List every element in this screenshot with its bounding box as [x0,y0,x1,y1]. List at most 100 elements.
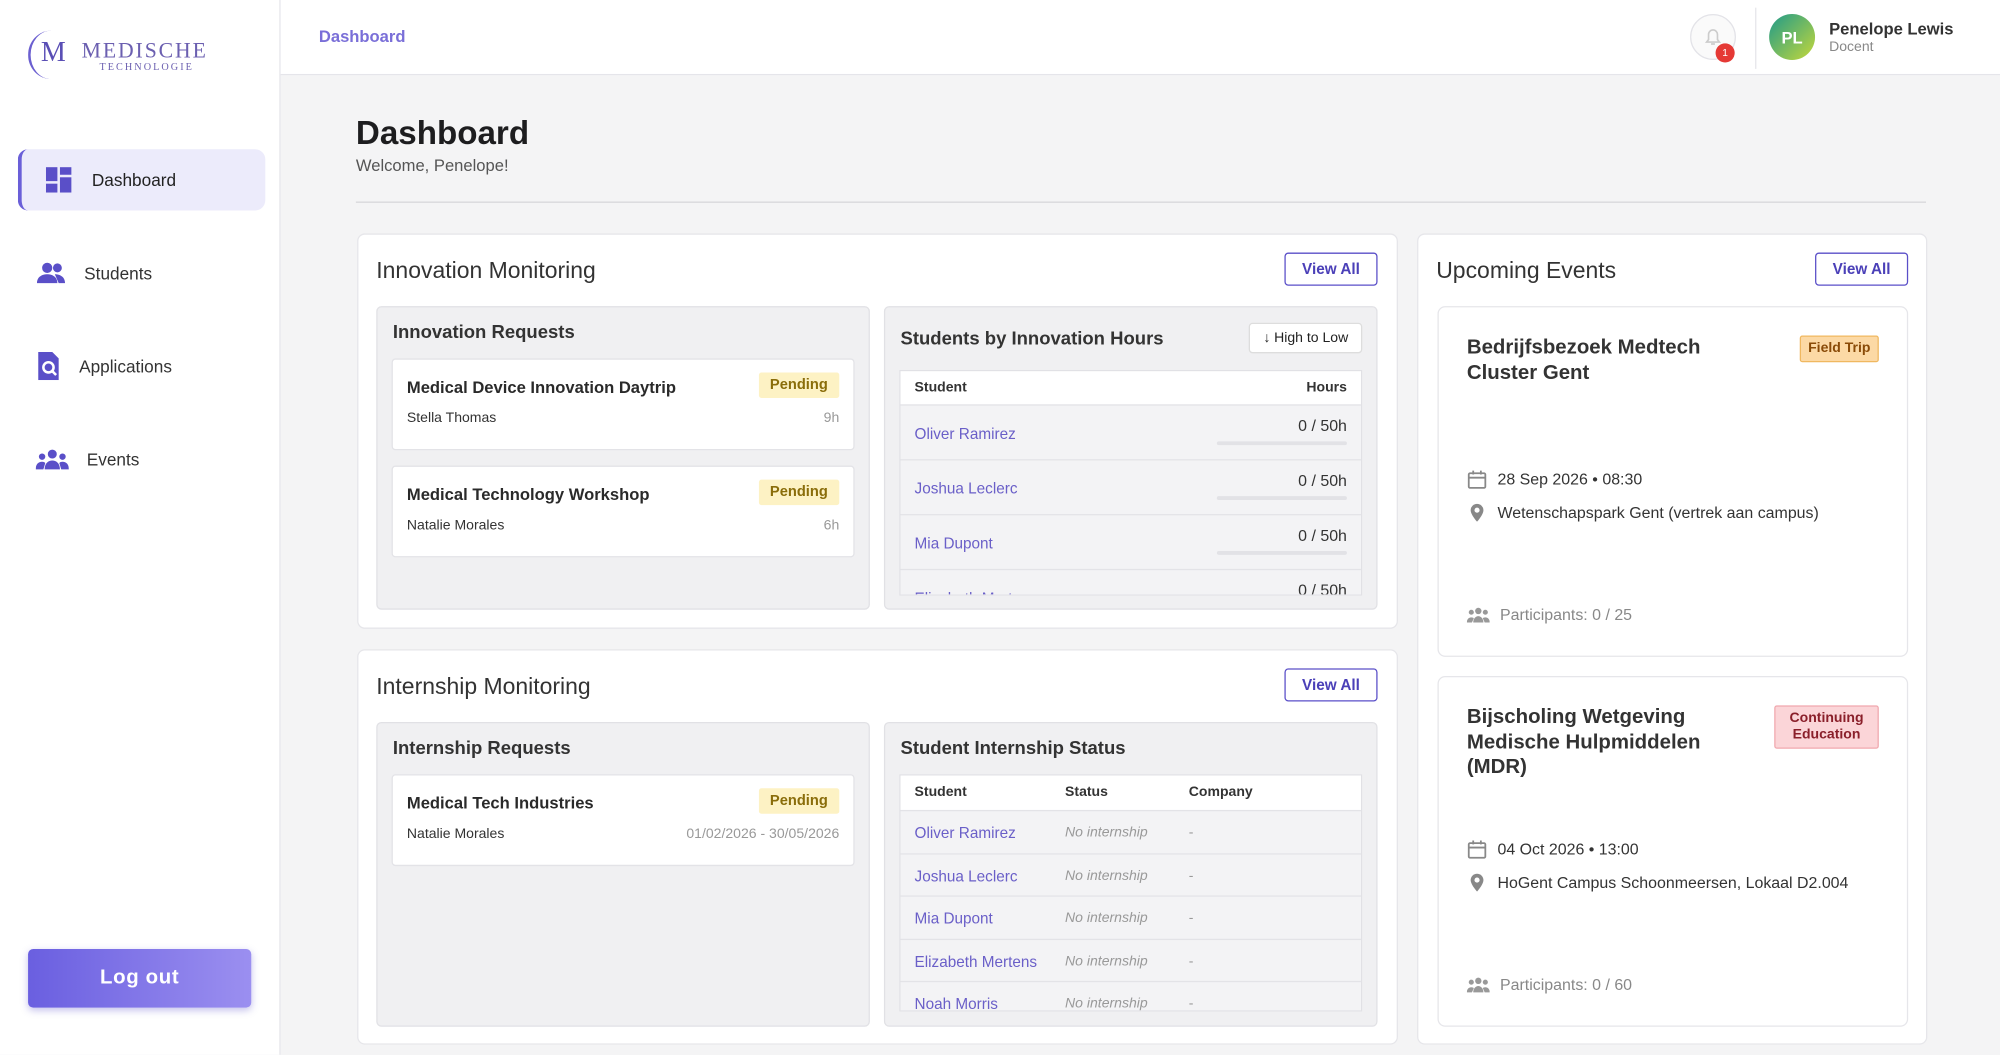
event-tag: Continuing Education [1774,705,1879,749]
logo: M MEDISCHE TECHNOLOGIE [28,28,219,82]
nav-item[interactable]: Applications [18,335,262,396]
innovation-card: Innovation Monitoring View All Innovation … [357,233,1398,629]
progress-track [1216,496,1347,500]
event-tag: Field Trip [1799,335,1879,363]
student-link[interactable]: Oliver Ramirez [914,823,1016,842]
request-meta: 01/02/2026 - 30/05/2026 [686,826,840,842]
company: - [1188,953,1194,969]
hours-table: Student Hours Oliver Ramirez 0 / 50h Joshua … [899,369,1363,596]
student-link[interactable]: Elizabeth Mertens [914,952,1038,971]
event-card[interactable]: Bedrijfsbezoek Medtech Cluster Gent Field… [1437,306,1909,657]
people-icon [1466,607,1490,623]
view-all-button[interactable]: View All [1815,252,1909,286]
internship-status: No internship [1065,825,1148,841]
event-title: Bedrijfsbezoek Medtech Cluster Gent [1466,336,1701,384]
company: - [1188,825,1194,841]
avatar[interactable]: PL [1769,14,1816,60]
table-row: Elizabeth Mertens No internship - [900,938,1361,983]
pin-icon [1470,873,1484,892]
request-meta: 9h [823,410,840,427]
status-table: Student Status Company Oliver Ramirez No int… [899,774,1363,1012]
internship-status: No internship [1065,996,1148,1012]
date-text: 28 Sep 2026 • 08:30 [1497,470,1643,489]
nav-item[interactable]: Events [18,429,262,490]
nav-item[interactable]: Dashboard [17,149,266,211]
view-all-button[interactable]: View All [1284,252,1378,286]
company: - [1188,996,1194,1012]
student-link[interactable]: Elizabeth Mertens [915,589,1038,594]
table-row: Joshua Leclerc 0 / 50h [900,459,1361,516]
notification-badge: 1 [1715,43,1735,63]
logo-mark: M [40,35,66,68]
internship-card: Internship Monitoring View All Internship … [357,649,1398,1045]
column-header: Student [914,784,967,800]
nav-icon [35,449,69,470]
status-badge: Pending [758,479,840,506]
nav-label: Students [84,263,153,283]
hours-panel: Students by Innovation Hours ↓ High to Lo… [883,306,1378,610]
separator [355,201,1927,203]
request-item[interactable]: Medical Device Innovation Daytrip Pending… [391,358,855,451]
calendar-icon [1467,470,1487,489]
status-badge: Pending [758,788,840,814]
column-header: Hours [1306,380,1347,396]
column-header: Student [914,380,967,396]
internship-status: No internship [1065,910,1148,927]
student-link[interactable]: Joshua Leclerc [914,866,1018,885]
panel-title: Innovation Requests [392,322,575,344]
column-header: Company [1188,784,1253,800]
participants-text: Participants: 0 / 25 [1499,605,1633,624]
student-link[interactable]: Noah Morris [914,994,998,1012]
event-participants: Participants: 0 / 25 [1466,605,1633,624]
location-text: HoGent Campus Schoonmeersen, Lokaal D2.0… [1497,873,1849,892]
request-title: Medical Device Innovation Daytrip [406,377,676,397]
nav-label: Dashboard [91,170,177,190]
participants-text: Participants: 0 / 60 [1499,975,1633,994]
student-link[interactable]: Oliver Ramirez [914,424,1016,443]
table-row: Joshua Leclerc No internship - [900,852,1361,897]
location-text: Wetenschapspark Gent (vertrek aan campus… [1497,503,1819,522]
logout-button[interactable]: Log out [28,948,252,1008]
event-participants: Participants: 0 / 60 [1466,975,1633,994]
table-row: Oliver Ramirez No internship - [900,809,1361,854]
page-subtitle: Welcome, Penelope! [355,155,509,175]
table-row: Mia Dupont 0 / 50h [900,514,1361,571]
status-panel: Student Internship Status Student Status Co… [883,721,1378,1027]
nav-label: Applications [79,356,172,376]
logo-ring [28,30,74,80]
sort-button[interactable]: ↓ High to Low [1249,322,1363,354]
hours-value: 0 / 50h [1298,417,1347,435]
event-location: HoGent Campus Schoonmeersen, Lokaal D2.0… [1467,872,1849,892]
request-item[interactable]: Medical Technology Workshop Pending Natali… [391,465,855,558]
pin-icon [1470,503,1484,522]
request-title: Medical Tech Industries [406,793,594,813]
card-title: Upcoming Events [1436,257,1617,284]
view-all-button[interactable]: View All [1284,668,1378,702]
status-badge: Pending [758,372,840,398]
topbar: Dashboard 1 PL Penelope Lewis Docent [280,0,2000,76]
internship-status: No internship [1065,953,1148,969]
student-link[interactable]: Mia Dupont [914,909,993,928]
nav-icon [38,352,59,381]
people-icon [1466,977,1490,993]
date-text: 04 Oct 2026 • 13:00 [1497,840,1639,859]
breadcrumb[interactable]: Dashboard [318,26,406,46]
nav-item[interactable]: Students [18,242,262,303]
calendar-icon [1467,840,1487,859]
student-link[interactable]: Mia Dupont [914,534,993,553]
table-row: Oliver Ramirez 0 / 50h [900,404,1361,461]
event-card[interactable]: Bijscholing Wetgeving Medische Hulpmidde… [1437,676,1909,1027]
company: - [1188,910,1194,927]
student-link[interactable]: Joshua Leclerc [914,479,1018,498]
logo-name: MEDISCHE [81,38,208,63]
request-student: Stella Thomas [406,410,497,427]
column-header: Status [1065,784,1108,800]
request-item[interactable]: Medical Tech Industries Pending Natalie Mo… [391,774,855,867]
panel-title: Student Internship Status [900,738,1126,759]
internship-status: No internship [1065,867,1148,884]
page-title: Dashboard [355,113,530,152]
table-row: Noah Morris No internship - [900,980,1361,1012]
sidebar: M MEDISCHE TECHNOLOGIE Dashboard Students… [0,0,281,1055]
request-title: Medical Technology Workshop [406,484,650,504]
